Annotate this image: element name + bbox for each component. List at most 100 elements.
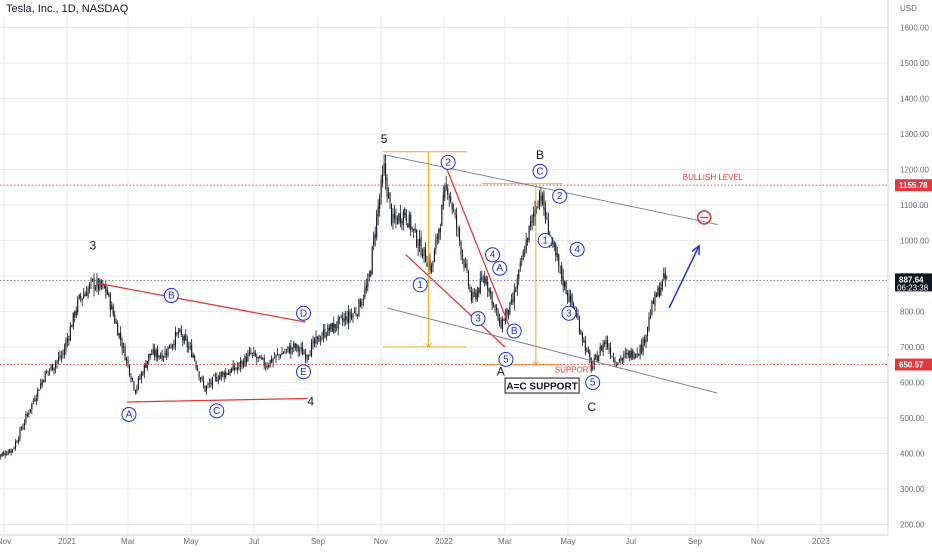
candle-body bbox=[374, 233, 376, 238]
candle-body bbox=[581, 332, 583, 340]
candle-body bbox=[109, 294, 111, 310]
wave-circle bbox=[585, 375, 601, 390]
candle-body bbox=[54, 363, 57, 368]
candle-body bbox=[552, 240, 554, 245]
candle-body bbox=[376, 214, 378, 237]
candle-body bbox=[461, 254, 464, 258]
candle-body bbox=[620, 358, 622, 361]
candle-body bbox=[435, 239, 437, 249]
candle-body bbox=[145, 364, 147, 368]
candle-body bbox=[609, 347, 612, 356]
candle-body bbox=[543, 193, 545, 210]
candle-body bbox=[161, 353, 163, 360]
candle-body bbox=[448, 196, 450, 198]
candle-body bbox=[491, 292, 493, 306]
candle-body bbox=[225, 372, 227, 377]
candle-body bbox=[666, 277, 668, 279]
candle-body bbox=[641, 344, 643, 353]
candle-body bbox=[325, 335, 327, 337]
candle-body bbox=[646, 326, 649, 336]
candle-body bbox=[651, 301, 653, 315]
candle-body bbox=[430, 265, 432, 272]
candle-body bbox=[405, 213, 407, 222]
candle-body bbox=[398, 213, 400, 222]
candle-body bbox=[84, 293, 86, 297]
candle-body bbox=[353, 311, 356, 313]
candle-body bbox=[426, 263, 428, 267]
candle-body bbox=[306, 355, 308, 358]
wave-circle-text: 5 bbox=[503, 354, 509, 365]
candle-body bbox=[565, 281, 567, 294]
wave-circle-text: A bbox=[496, 263, 503, 274]
candle-body bbox=[629, 350, 631, 359]
triangle-upper bbox=[96, 282, 306, 323]
candle-body bbox=[525, 239, 527, 253]
candle-body bbox=[210, 382, 212, 385]
candle-body bbox=[151, 353, 153, 355]
candle-body bbox=[389, 192, 391, 203]
candle-body bbox=[47, 371, 49, 373]
candle-body bbox=[63, 349, 65, 356]
candle-body bbox=[37, 388, 39, 397]
candle-body bbox=[257, 356, 259, 358]
candle-body bbox=[29, 409, 31, 412]
wave-circle bbox=[532, 163, 548, 179]
candle-body bbox=[575, 312, 578, 316]
forecast-arrow bbox=[668, 245, 700, 309]
candle-body bbox=[379, 198, 381, 209]
grid bbox=[0, 16, 888, 535]
candle-body bbox=[524, 253, 526, 255]
last-price-text: 887.64 bbox=[899, 275, 924, 284]
candle-body bbox=[59, 355, 61, 358]
x-tick-label: Nov bbox=[374, 537, 388, 546]
candle-body bbox=[167, 346, 169, 357]
candle-body bbox=[444, 187, 446, 199]
candle-body bbox=[13, 448, 15, 449]
candle-body bbox=[538, 192, 541, 206]
candle-body bbox=[618, 359, 620, 361]
x-tick-label: Mar bbox=[121, 537, 135, 546]
candle-body bbox=[128, 365, 131, 376]
candle-body bbox=[19, 428, 21, 440]
candle-body bbox=[467, 271, 469, 286]
candle-body bbox=[312, 340, 314, 344]
candle-body bbox=[94, 287, 97, 290]
candle-body bbox=[627, 352, 629, 355]
candle-body bbox=[530, 221, 532, 227]
candle-body bbox=[262, 357, 264, 359]
candle-body bbox=[568, 296, 570, 303]
candle-body bbox=[512, 299, 514, 302]
x-tick-label: 2021 bbox=[58, 537, 76, 546]
candle-body bbox=[268, 365, 270, 368]
candle-body bbox=[83, 294, 85, 299]
candle-body bbox=[288, 347, 290, 354]
wave-circle-text: 5 bbox=[590, 378, 596, 389]
candle-body bbox=[442, 194, 444, 207]
candle-body bbox=[385, 162, 387, 180]
wave-circle-text: 4 bbox=[574, 244, 580, 255]
price-tag-bg bbox=[895, 358, 932, 371]
candle-body bbox=[330, 323, 332, 330]
candle-body bbox=[436, 236, 438, 239]
candle-body bbox=[626, 353, 628, 355]
candle-body bbox=[207, 384, 209, 385]
candle-body bbox=[285, 349, 287, 351]
forecast-arrow-head bbox=[691, 244, 700, 255]
wave-circle bbox=[506, 323, 522, 339]
wave-circle bbox=[296, 364, 312, 380]
wave-circle-text: C bbox=[213, 406, 220, 417]
candle-body bbox=[572, 303, 575, 309]
candle-body bbox=[164, 351, 166, 358]
wave-label-circled: D bbox=[296, 305, 312, 321]
wave-circle bbox=[296, 305, 312, 321]
candle-body bbox=[350, 314, 353, 319]
candle-body bbox=[589, 351, 591, 360]
candle-body bbox=[235, 368, 237, 370]
candle-body bbox=[68, 338, 70, 340]
candle-body bbox=[383, 163, 385, 174]
candle-body bbox=[303, 353, 305, 355]
candle-body bbox=[484, 276, 486, 284]
candle-body bbox=[41, 380, 43, 385]
candle-body bbox=[213, 375, 215, 377]
measure-arrow bbox=[425, 342, 432, 348]
